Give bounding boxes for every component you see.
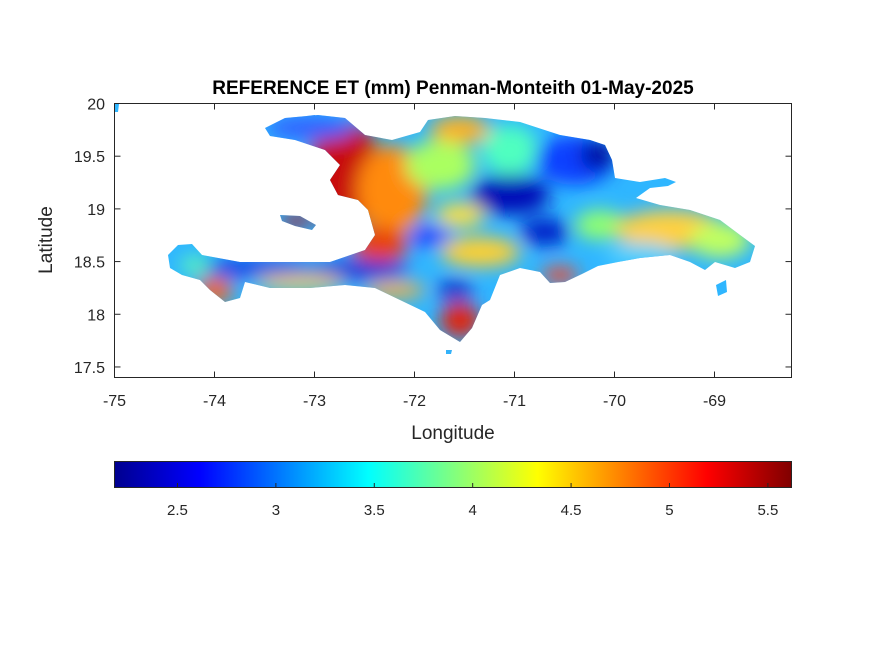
colorbar-ticks: 2.5 3 3.5 4 4.5 5 5.5: [167, 483, 778, 519]
x-tick-label: -75: [103, 393, 126, 410]
colorbar-tick-label: 5.5: [757, 502, 778, 519]
colorbar-tick-label: 4: [469, 502, 477, 519]
chart-title: REFERENCE ET (mm) Penman-Monteith 01-May…: [212, 78, 694, 99]
x-tick-label: -71: [503, 393, 526, 410]
axes-box: [114, 103, 792, 378]
x-tick-label: -70: [603, 393, 626, 410]
x-axis: -75 -74 -73 -72 -71 -70 -69: [103, 103, 726, 410]
colorbar-tick-label: 2.5: [167, 502, 188, 519]
y-tick-label: 17.5: [74, 360, 105, 377]
heatmap-layer: [114, 104, 755, 354]
colorbar: [114, 461, 792, 488]
x-tick-label: -73: [303, 393, 326, 410]
colorbar-tick-label: 4.5: [561, 502, 582, 519]
y-tick-label: 18: [87, 307, 105, 324]
x-tick-label: -72: [403, 393, 426, 410]
x-axis-label: Longitude: [411, 423, 494, 444]
x-tick-label: -74: [203, 393, 226, 410]
y-axis-label: Latitude: [36, 206, 57, 274]
colorbar-tick-label: 3: [272, 502, 280, 519]
y-axis: 17.5 18 18.5 19 19.5 20: [74, 97, 792, 377]
y-tick-label: 19.5: [74, 149, 105, 166]
y-tick-label: 19: [87, 202, 105, 219]
y-tick-label: 18.5: [74, 255, 105, 272]
y-tick-label: 20: [87, 97, 105, 114]
colorbar-tick-label: 5: [665, 502, 673, 519]
colorbar-tick-label: 3.5: [364, 502, 385, 519]
x-tick-label: -69: [703, 393, 726, 410]
